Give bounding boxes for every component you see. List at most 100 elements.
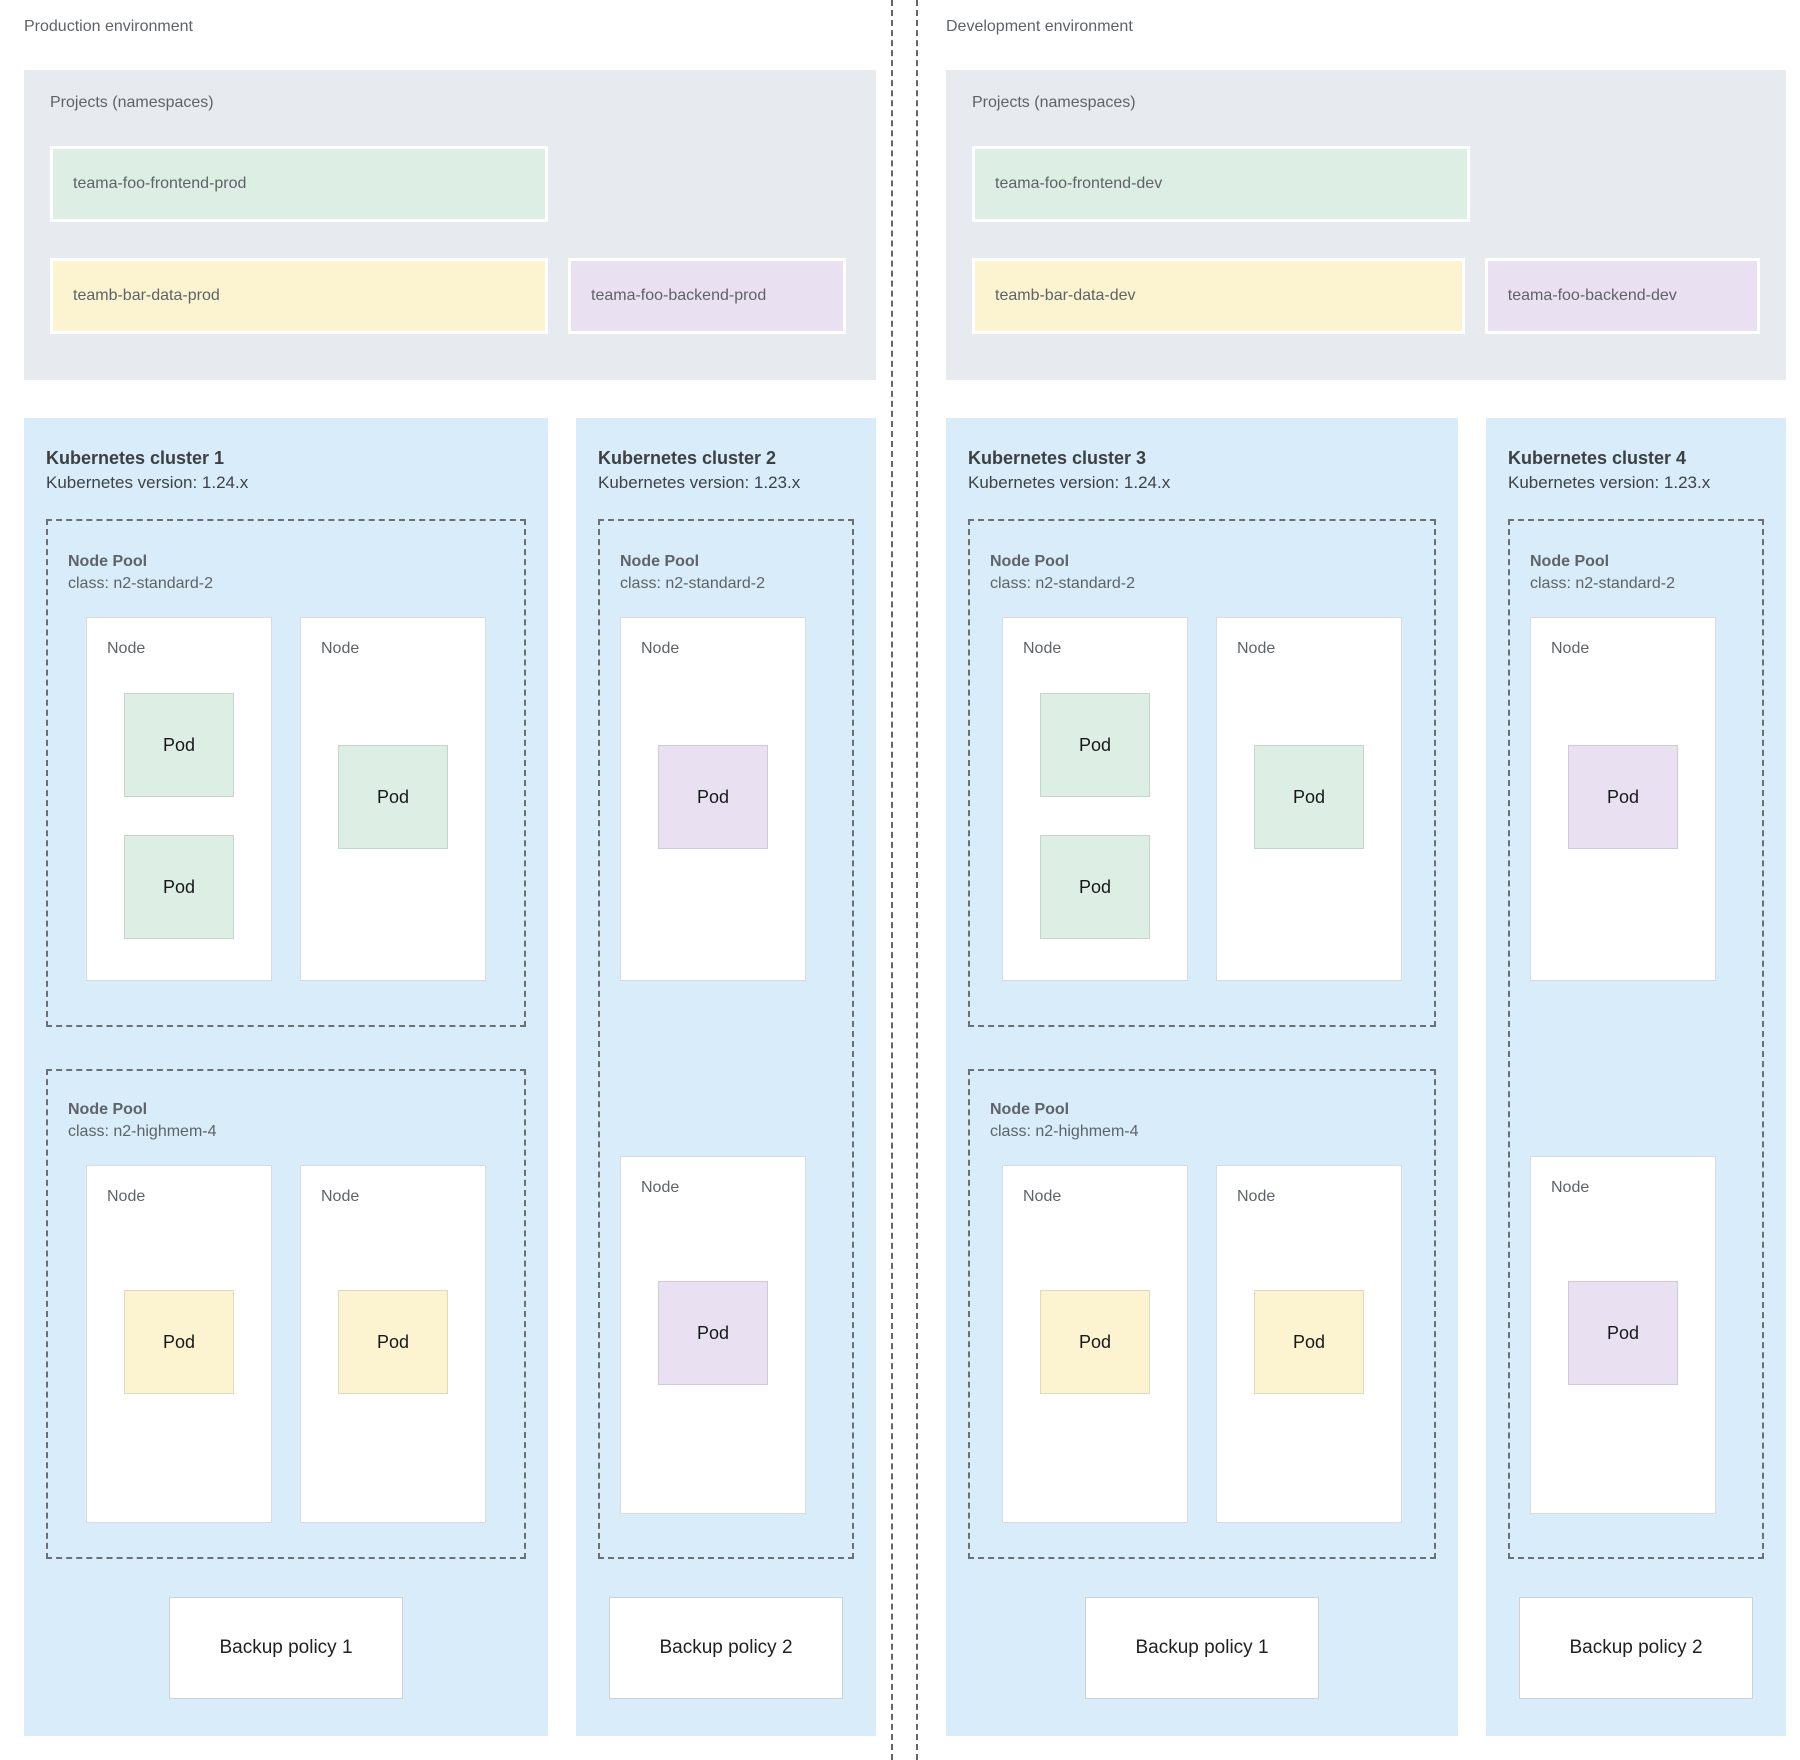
pod: Pod [658, 1281, 768, 1385]
projects-title: Projects (namespaces) [972, 94, 1136, 111]
cluster-version: Kubernetes version: 1.23.x [598, 473, 801, 492]
node-label: Node [321, 1188, 360, 1205]
pod: Pod [1568, 745, 1678, 849]
node-label: Node [641, 1179, 680, 1196]
pod: Pod [1254, 745, 1364, 849]
cluster-2: Kubernetes cluster 2 Kubernetes version:… [576, 418, 876, 1736]
nodes-row: Node Pod Pod Node Pod [68, 617, 504, 981]
node-label: Node [1023, 1188, 1062, 1205]
nodes-row: Node Pod Pod Node Pod [990, 617, 1414, 981]
node-pool-highmem: Node Pool class: n2-highmem-4 Node Pod N… [968, 1069, 1436, 1559]
pod: Pod [338, 1290, 448, 1394]
projects-title: Projects (namespaces) [50, 94, 214, 111]
nodes-column: Node Pod Node Pod [620, 617, 832, 1514]
cluster-version: Kubernetes version: 1.23.x [1508, 473, 1711, 492]
node: Node Pod Pod [86, 617, 272, 981]
development-environment: Development environment Projects (namesp… [946, 0, 1786, 1760]
node-pool-label: Node Pool [990, 1101, 1070, 1118]
project-chip-row: teamb-bar-data-prod teama-foo-backend-pr… [50, 258, 850, 334]
project-chip-row: teamb-bar-data-dev teama-foo-backend-dev [972, 258, 1760, 334]
node: Node Pod [620, 1156, 806, 1514]
node-pool-class: class: n2-standard-2 [68, 575, 213, 592]
node-pool-class: class: n2-highmem-4 [990, 1123, 1139, 1140]
pod: Pod [1040, 693, 1150, 797]
node-pool-class: class: n2-standard-2 [990, 575, 1135, 592]
node-label: Node [321, 640, 360, 657]
node-label: Node [107, 1188, 146, 1205]
pod: Pod [338, 745, 448, 849]
projects-box: Projects (namespaces) teama-foo-frontend… [24, 70, 876, 380]
pod: Pod [658, 745, 768, 849]
node: Node Pod [1216, 617, 1402, 981]
node: Node Pod [86, 1165, 272, 1523]
production-environment: Production environment Projects (namespa… [24, 0, 876, 1760]
node-label: Node [1551, 640, 1590, 657]
pod: Pod [1040, 1290, 1150, 1394]
cluster-title: Kubernetes cluster 3 [968, 448, 1147, 468]
node: Node Pod [620, 617, 806, 981]
node-pool-standard: Node Pool class: n2-standard-2 Node Pod … [46, 519, 526, 1027]
node-label: Node [1237, 640, 1276, 657]
node: Node Pod [1002, 1165, 1188, 1523]
node: Node Pod [1216, 1165, 1402, 1523]
cluster-4: Kubernetes cluster 4 Kubernetes version:… [1486, 418, 1786, 1736]
cluster-title: Kubernetes cluster 1 [46, 448, 225, 468]
node-label: Node [1237, 1188, 1276, 1205]
project-chip-backend: teama-foo-backend-dev [1484, 258, 1760, 334]
environment-label: Production environment [24, 18, 193, 35]
node-pool-standard: Node Pool class: n2-standard-2 Node Pod … [968, 519, 1436, 1027]
project-chip-frontend: teama-foo-frontend-prod [50, 146, 548, 222]
node-pool-class: class: n2-standard-2 [1530, 575, 1675, 592]
backup-policy: Backup policy 1 [1085, 1597, 1319, 1699]
cluster-title: Kubernetes cluster 4 [1508, 448, 1687, 468]
node: Node Pod [1530, 1156, 1716, 1514]
node-pool-label: Node Pool [620, 553, 700, 570]
node-pool-label: Node Pool [1530, 553, 1610, 570]
project-chip-data: teamb-bar-data-prod [50, 258, 548, 334]
project-chip-row: teama-foo-frontend-prod [50, 146, 850, 222]
node-pool-label: Node Pool [68, 1101, 148, 1118]
project-chip-row: teama-foo-frontend-dev [972, 146, 1760, 222]
node: Node Pod [1530, 617, 1716, 981]
backup-policy: Backup policy 2 [609, 1597, 843, 1699]
pod: Pod [124, 835, 234, 939]
pod: Pod [1040, 835, 1150, 939]
nodes-row: Node Pod Node Pod [990, 1165, 1414, 1523]
cluster-version: Kubernetes version: 1.24.x [968, 473, 1171, 492]
backup-policy: Backup policy 1 [169, 1597, 403, 1699]
node-label: Node [641, 640, 680, 657]
pod: Pod [124, 693, 234, 797]
node-pool-class: class: n2-highmem-4 [68, 1123, 217, 1140]
pod: Pod [1254, 1290, 1364, 1394]
project-chip-backend: teama-foo-backend-prod [568, 258, 846, 334]
clusters-row: Kubernetes cluster 3 Kubernetes version:… [946, 418, 1786, 1736]
cluster-title: Kubernetes cluster 2 [598, 448, 777, 468]
node-label: Node [1023, 640, 1062, 657]
projects-box: Projects (namespaces) teama-foo-frontend… [946, 70, 1786, 380]
nodes-row: Node Pod Node Pod [68, 1165, 504, 1523]
clusters-row: Kubernetes cluster 1 Kubernetes version:… [24, 418, 876, 1736]
node-label: Node [107, 640, 146, 657]
nodes-column: Node Pod Node Pod [1530, 617, 1742, 1514]
node: Node Pod [300, 1165, 486, 1523]
pod: Pod [124, 1290, 234, 1394]
node: Node Pod Pod [1002, 617, 1188, 981]
cluster-version: Kubernetes version: 1.24.x [46, 473, 249, 492]
node-pool-standard: Node Pool class: n2-standard-2 Node Pod … [1508, 519, 1764, 1559]
pod: Pod [1568, 1281, 1678, 1385]
environment-divider [891, 0, 918, 1760]
node-pool-label: Node Pool [68, 553, 148, 570]
backup-policy: Backup policy 2 [1519, 1597, 1753, 1699]
node-pool-class: class: n2-standard-2 [620, 575, 765, 592]
environment-label: Development environment [946, 18, 1133, 35]
cluster-1: Kubernetes cluster 1 Kubernetes version:… [24, 418, 548, 1736]
node-label: Node [1551, 1179, 1590, 1196]
cluster-3: Kubernetes cluster 3 Kubernetes version:… [946, 418, 1458, 1736]
node-pool-standard: Node Pool class: n2-standard-2 Node Pod … [598, 519, 854, 1559]
node-pool-highmem: Node Pool class: n2-highmem-4 Node Pod N… [46, 1069, 526, 1559]
project-chip-data: teamb-bar-data-dev [972, 258, 1465, 334]
node-pool-label: Node Pool [990, 553, 1070, 570]
project-chip-frontend: teama-foo-frontend-dev [972, 146, 1470, 222]
node: Node Pod [300, 617, 486, 981]
